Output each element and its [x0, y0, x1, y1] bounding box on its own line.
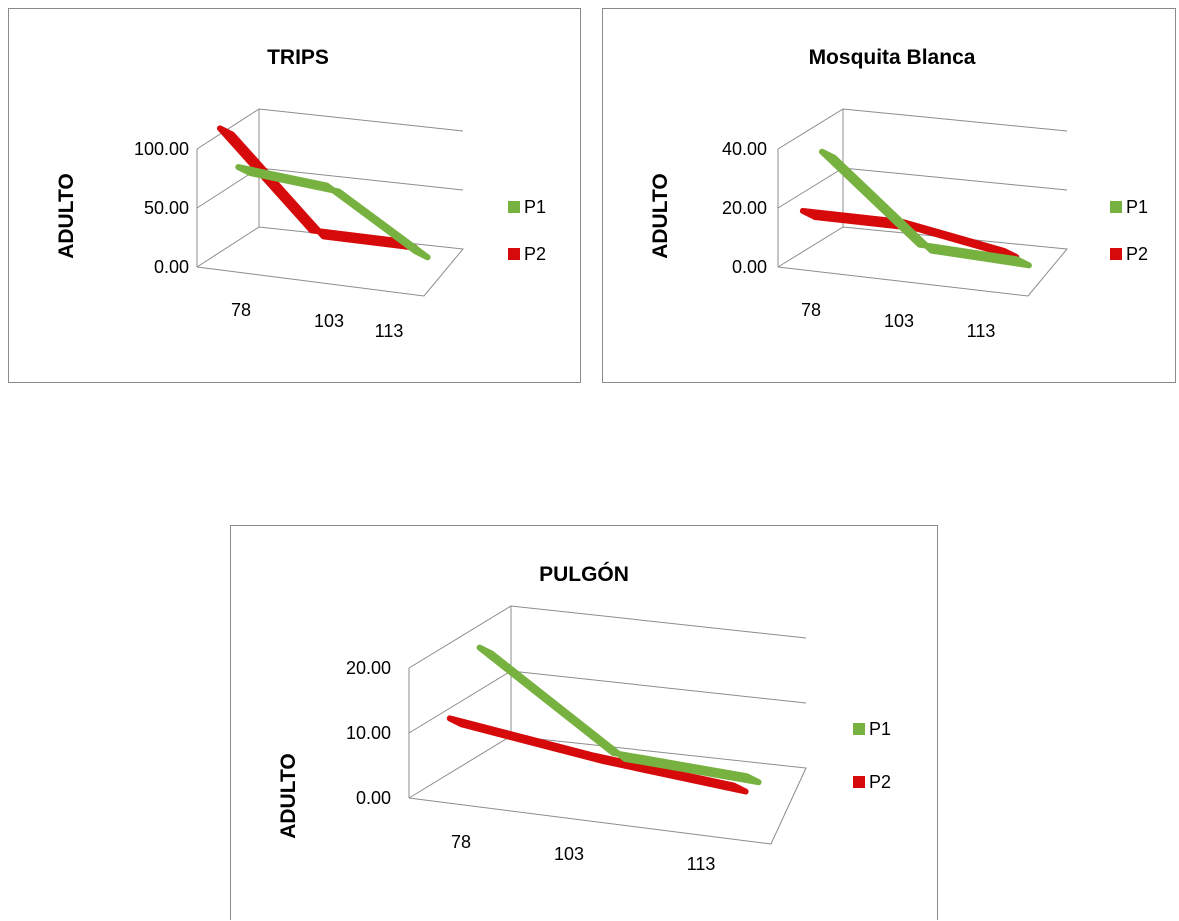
chart-title: PULGÓN	[539, 562, 629, 586]
series-p1-ribbon	[235, 164, 431, 261]
x-tick-label: 103	[314, 311, 344, 331]
floor-grid	[777, 226, 1068, 297]
y-axis-label: ADULTO	[55, 173, 78, 259]
series-p1-ribbon	[819, 148, 1032, 269]
floor-grid	[408, 735, 807, 845]
chart-pulgon: 0.00 10.00 20.00 78 103 113 PULGÓN ADULTO P1 P2	[230, 525, 938, 920]
y-tick-label: 0.00	[154, 257, 189, 277]
y-tick-label: 100.00	[134, 139, 189, 159]
y-tick-label: 50.00	[144, 198, 189, 218]
legend-swatch-p2	[1110, 248, 1122, 260]
floor-grid	[196, 226, 464, 297]
legend-label-p2: P2	[1126, 244, 1148, 264]
legend-swatch-p2	[508, 248, 520, 260]
chart-title: Mosquita Blanca	[809, 46, 976, 69]
legend-label-p2: P2	[869, 772, 891, 792]
x-tick-label: 78	[801, 300, 821, 320]
legend-swatch-p1	[1110, 201, 1122, 213]
legend-label-p1: P1	[524, 197, 546, 217]
x-tick-label: 113	[687, 854, 716, 874]
legend-swatch-p2	[853, 776, 865, 788]
gridline	[777, 167, 1068, 209]
x-tick-label: 113	[375, 321, 404, 341]
x-tick-label: 78	[231, 300, 251, 320]
chart-trips: 0.00 50.00 100.00 78 103 113 TRIPS ADULTO P1 P2	[8, 8, 581, 383]
legend-label-p2: P2	[524, 244, 546, 264]
gridline	[408, 605, 807, 669]
y-tick-label: 40.00	[722, 139, 767, 159]
y-axis-label: ADULTO	[649, 173, 672, 259]
legend-swatch-p1	[508, 201, 520, 213]
chart-pulgon-svg: 0.00 10.00 20.00 78 103 113 PULGÓN ADULTO P1 P2	[277, 562, 891, 874]
y-tick-label: 20.00	[722, 198, 767, 218]
y-tick-label: 0.00	[356, 788, 391, 808]
y-tick-label: 20.00	[346, 658, 391, 678]
legend-label-p1: P1	[869, 719, 891, 739]
chart-title: TRIPS	[267, 46, 329, 69]
x-tick-label: 103	[884, 311, 914, 331]
y-tick-label: 10.00	[346, 723, 391, 743]
legend-swatch-p1	[853, 723, 865, 735]
chart-mosquita-blanca-svg: 0.00 20.00 40.00 78 103 113 Mosquita Blanca ADU…	[649, 46, 1148, 341]
legend-label-p1: P1	[1126, 197, 1148, 217]
y-tick-label: 0.00	[732, 257, 767, 277]
chart-mosquita-blanca: 0.00 20.00 40.00 78 103 113 Mosquita Blanca ADU…	[602, 8, 1176, 383]
gridline	[777, 108, 1068, 150]
x-tick-label: 113	[967, 321, 996, 341]
x-tick-label: 103	[554, 844, 584, 864]
x-tick-label: 78	[451, 832, 471, 852]
y-axis-label: ADULTO	[277, 753, 300, 839]
series-p2-ribbon	[446, 715, 749, 795]
series-p1-ribbon	[476, 644, 762, 786]
chart-trips-svg: 0.00 50.00 100.00 78 103 113 TRIPS ADULTO P1 P2	[55, 46, 546, 341]
